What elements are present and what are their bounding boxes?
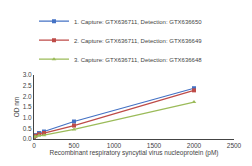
svg-text:2500: 2500	[227, 142, 242, 149]
svg-text:500: 500	[69, 142, 80, 149]
svg-text:2.5: 2.5	[23, 82, 32, 89]
svg-text:0: 0	[32, 142, 36, 149]
svg-text:Recombinant respiratory syncyt: Recombinant respiratory syncytial virus …	[49, 149, 218, 157]
svg-text:2000: 2000	[187, 142, 202, 149]
svg-text:2. Capture: GTX636711, Detecti: 2. Capture: GTX636711, Detection: GTX636…	[74, 38, 202, 44]
svg-text:1.5: 1.5	[23, 103, 32, 110]
svg-text:1. Capture: GTX636711, Detecti: 1. Capture: GTX636711, Detection: GTX636…	[74, 19, 202, 25]
svg-text:1.0: 1.0	[23, 114, 32, 121]
svg-text:1000: 1000	[107, 142, 122, 149]
svg-text:3. Capture: GTX636711, Detecti: 3. Capture: GTX636711, Detection: GTX636…	[74, 57, 202, 63]
svg-text:1500: 1500	[147, 142, 162, 149]
svg-text:OD nm: OD nm	[13, 97, 20, 118]
svg-text:3.0: 3.0	[23, 71, 32, 78]
svg-text:0.5: 0.5	[23, 125, 32, 132]
svg-text:0.0: 0.0	[23, 135, 32, 142]
svg-text:2.0: 2.0	[23, 93, 32, 100]
